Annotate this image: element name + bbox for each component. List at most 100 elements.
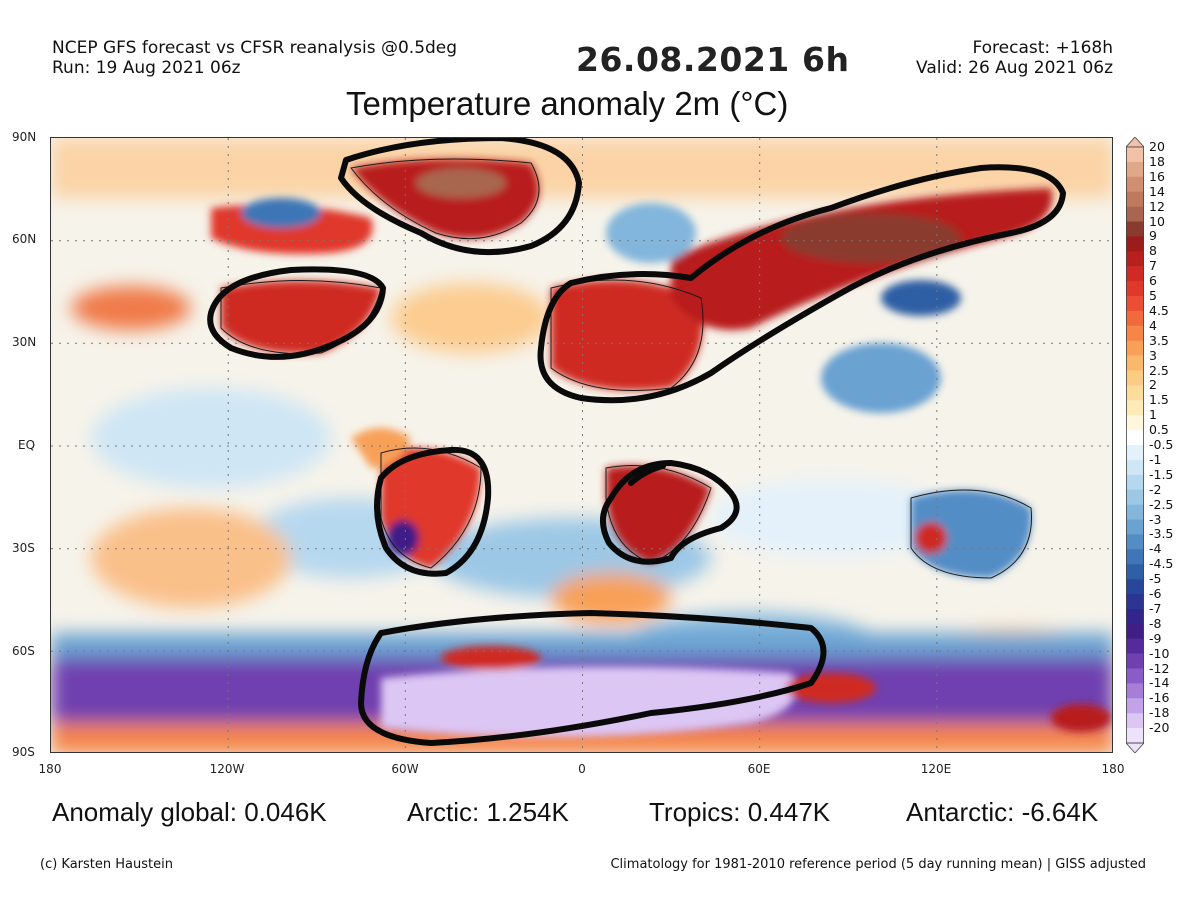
lon-label: 120E — [920, 762, 952, 776]
outline-north-america — [207, 266, 386, 360]
colorbar-segment — [1126, 474, 1144, 490]
outline-greenland — [338, 138, 582, 256]
colorbar-tick-label: -7 — [1149, 600, 1162, 616]
colorbar-segment — [1126, 430, 1144, 446]
outline-southern-africa — [600, 460, 740, 565]
lon-label: 60E — [747, 762, 771, 776]
colorbar — [1125, 136, 1145, 754]
colorbar-segment — [1126, 281, 1144, 297]
colorbar-tick-label: -3.5 — [1149, 526, 1174, 542]
colorbar-tick-label: 0.5 — [1149, 422, 1169, 438]
credit: (c) Karsten Haustein — [40, 857, 173, 872]
colorbar-segment — [1126, 310, 1144, 327]
coastlines — [220, 158, 1032, 579]
colorbar-tick-label: 10 — [1149, 213, 1165, 229]
colorbar-tick-label: -4.5 — [1149, 556, 1174, 572]
colorbar-segment — [1126, 340, 1144, 356]
colorbar-tick-label: -5 — [1149, 571, 1162, 587]
colorbar-segment — [1126, 519, 1144, 535]
colorbar-segment — [1126, 564, 1144, 580]
colorbar-top-arrow — [1125, 136, 1145, 148]
lat-label: 30S — [12, 541, 35, 555]
colorbar-segment — [1126, 683, 1144, 699]
colorbar-tick-label: 18 — [1149, 153, 1165, 169]
colorbar-tick-label: -3 — [1149, 511, 1162, 527]
colorbar-tick-label: -0.5 — [1149, 437, 1174, 452]
colorbar-tick-label: 6 — [1149, 273, 1157, 289]
colorbar-tick-label: -16 — [1149, 690, 1170, 706]
colorbar-tick-label: 2 — [1149, 377, 1157, 393]
outline-antarctica — [358, 610, 827, 746]
lat-label: 90S — [12, 745, 35, 759]
colorbar-tick-label: 20 — [1149, 139, 1165, 154]
annotation-outlines — [207, 138, 1066, 746]
colorbar-segment — [1126, 221, 1144, 237]
lon-label: 180 — [1101, 762, 1125, 776]
colorbar-tick-label: 12 — [1149, 198, 1165, 214]
colorbar-segment — [1126, 698, 1144, 714]
colorbar-segment — [1126, 415, 1144, 431]
stat-global: Anomaly global: 0.046K — [52, 797, 327, 827]
colorbar-tick-label: -18 — [1149, 705, 1170, 721]
model-description: NCEP GFS forecast vs CFSR reanalysis @0.… — [52, 38, 458, 58]
colorbar-segment — [1126, 236, 1144, 252]
forecast-date: 26.08.2021 — [576, 40, 790, 79]
land-anomalies — [211, 159, 1111, 737]
forecast-hour: 6h — [802, 40, 850, 79]
colorbar-tick-label: 8 — [1149, 243, 1157, 259]
lat-label: 60N — [12, 232, 37, 246]
lat-label: 60S — [12, 644, 35, 658]
colorbar-segment — [1126, 355, 1144, 371]
colorbar-bottom-arrow — [1125, 742, 1145, 754]
colorbar-segment — [1126, 504, 1144, 520]
colorbar-segment — [1126, 400, 1144, 416]
climatology-note: Climatology for 1981-2010 reference peri… — [610, 857, 1146, 872]
colorbar-segment — [1126, 549, 1144, 565]
colorbar-tick-label: -2 — [1149, 481, 1162, 497]
colorbar-segment — [1126, 534, 1144, 550]
colorbar-segment — [1126, 266, 1144, 282]
lon-label: 0 — [578, 762, 586, 776]
colorbar-segment — [1126, 594, 1144, 610]
colorbar-tick-label: 3.5 — [1149, 332, 1169, 348]
lon-label: 180 — [38, 762, 62, 776]
colorbar-segment — [1126, 623, 1144, 639]
colorbar-segment — [1126, 325, 1144, 341]
colorbar-tick-label: -1.5 — [1149, 466, 1174, 482]
colorbar-tick-label: -9 — [1149, 630, 1162, 646]
colorbar-tick-label: 16 — [1149, 168, 1165, 184]
valid-time: Valid: 26 Aug 2021 06z — [916, 58, 1113, 78]
colorbar-segment — [1126, 370, 1144, 386]
colorbar-segment — [1126, 668, 1144, 684]
colorbar-tick-label: -10 — [1149, 645, 1170, 661]
lon-label: 120W — [209, 762, 245, 776]
colorbar-segment — [1126, 147, 1144, 163]
colorbar-tick-label: -6 — [1149, 586, 1162, 601]
colorbar-tick-label: 1.5 — [1149, 392, 1169, 408]
lat-label: 30N — [12, 335, 37, 349]
colorbar-tick-label: -2.5 — [1149, 496, 1174, 512]
colorbar-tick-label: -12 — [1149, 660, 1170, 676]
lat-label: 90N — [12, 130, 37, 144]
colorbar-segment — [1126, 653, 1144, 669]
colorbar-tick-label: 1 — [1149, 407, 1157, 423]
colorbar-segment — [1126, 713, 1144, 729]
colorbar-tick-label: 2.5 — [1149, 362, 1169, 378]
colorbar-tick-label: -14 — [1149, 675, 1170, 691]
colorbar-tick-label: -20 — [1149, 720, 1170, 736]
colorbar-segment — [1126, 489, 1144, 505]
forecast-lead: Forecast: +168h — [972, 38, 1113, 58]
stat-arctic: Arctic: 1.254K — [407, 797, 569, 827]
colorbar-tick-label: 9 — [1149, 228, 1157, 244]
colorbar-tick-label: 3 — [1149, 347, 1157, 363]
anomaly-map-svg — [51, 138, 1112, 752]
colorbar-segment — [1126, 206, 1144, 222]
colorbar-tick-label: -8 — [1149, 615, 1162, 631]
colorbar-segment — [1126, 191, 1144, 207]
colorbar-tick-label: 14 — [1149, 183, 1165, 199]
lat-label: EQ — [18, 438, 36, 452]
colorbar-frame — [1126, 146, 1144, 744]
colorbar-segment — [1126, 445, 1144, 461]
colorbar-segment — [1126, 579, 1144, 595]
colorbar-tick-label: 4.5 — [1149, 302, 1169, 318]
